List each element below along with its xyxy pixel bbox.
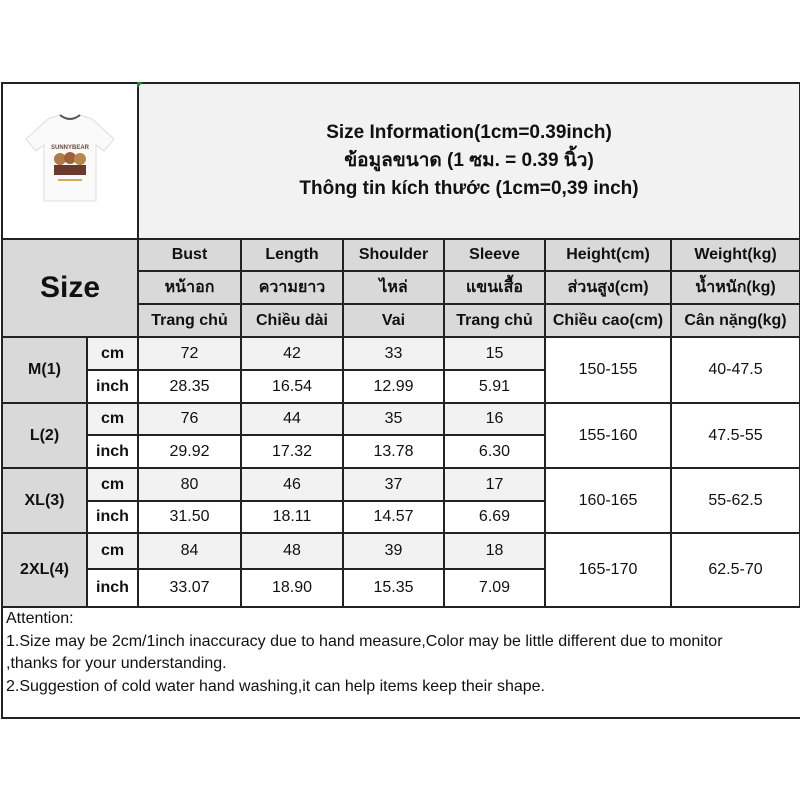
measurement-value: 84 (137, 532, 242, 570)
column-header-en: Height(cm) (544, 238, 672, 272)
weight-range: 47.5-55 (670, 402, 800, 469)
unit-label: inch (86, 568, 139, 608)
measurement-value: 48 (240, 532, 344, 570)
measurement-value: 7.09 (443, 568, 546, 608)
measurement-value: 44 (240, 402, 344, 436)
shirt-print-text: SUNNYBEAR (51, 145, 90, 151)
measurement-value: 33 (342, 336, 445, 371)
measurement-value: 16 (443, 402, 546, 436)
attention-notes: Attention: 1.Size may be 2cm/1inch inacc… (1, 606, 800, 719)
measurement-value: 42 (240, 336, 344, 371)
measurement-value: 15 (443, 336, 546, 371)
unit-label: inch (86, 434, 139, 469)
weight-range: 55-62.5 (670, 467, 800, 534)
height-range: 150-155 (544, 336, 672, 404)
table-row: inch 29.92 17.32 13.78 6.30 (2, 434, 800, 469)
column-header-vi: Vai (342, 303, 445, 338)
table-row: XL(3) cm 80 46 37 17 160-165 55-62.5 (1, 467, 800, 534)
size-name: L(2) (1, 402, 88, 469)
size-name: XL(3) (1, 467, 88, 534)
cell-comment-marker (137, 82, 143, 88)
measurement-value: 31.50 (137, 500, 242, 534)
measurement-value: 35 (342, 402, 445, 436)
measurement-value: 39 (342, 532, 445, 570)
attention-line-1: 1.Size may be 2cm/1inch inaccuracy due t… (6, 632, 723, 650)
column-header-en: Length (240, 238, 344, 272)
measurement-value: 14.57 (342, 500, 445, 534)
unit-label: cm (86, 467, 139, 502)
measurement-value: 17 (443, 467, 546, 502)
height-range: 155-160 (544, 402, 672, 469)
table-row: inch 28.35 16.54 12.99 5.91 (2, 369, 800, 404)
measurement-value: 80 (137, 467, 242, 502)
column-header-th: หน้าอก (137, 270, 242, 305)
unit-label: cm (86, 402, 139, 436)
column-header-en: Shoulder (342, 238, 445, 272)
measurement-value: 5.91 (443, 369, 546, 404)
measurement-value: 13.78 (342, 434, 445, 469)
measurement-value: 18.11 (240, 500, 344, 534)
column-header-th: ไหล่ (342, 270, 445, 305)
measurement-value: 46 (240, 467, 344, 502)
height-range: 160-165 (544, 467, 672, 534)
size-chart-table: SUNNYBEAR Size Information(1cm=0.39inch)… (1, 82, 800, 608)
attention-line-2: ,thanks for your understanding. (6, 655, 227, 672)
tshirt-image-icon: SUNNYBEAR (25, 113, 115, 201)
measurement-value: 12.99 (342, 369, 445, 404)
column-header-th: แขนเสื้อ (443, 270, 546, 305)
measurement-value: 18.90 (240, 568, 344, 608)
height-range: 165-170 (544, 532, 672, 608)
measurement-value: 6.30 (443, 434, 546, 469)
size-name: M(1) (1, 336, 88, 404)
size-information-title: Size Information(1cm=0.39inch) ข้อมูลขนา… (137, 82, 800, 240)
column-header-th: น้ำหนัก(kg) (670, 270, 800, 305)
measurement-value: 15.35 (342, 568, 445, 608)
unit-label: cm (86, 532, 139, 570)
measurement-value: 16.54 (240, 369, 344, 404)
measurement-value: 33.07 (137, 568, 242, 608)
weight-range: 40-47.5 (670, 336, 800, 404)
measurement-value: 28.35 (137, 369, 242, 404)
title-vietnamese: Thông tin kích thước (1cm=0,39 inch) (299, 178, 639, 199)
column-header-vi: Chiều dài (240, 303, 344, 338)
title-english: Size Information(1cm=0.39inch) (326, 122, 612, 143)
size-name: 2XL(4) (1, 532, 88, 608)
column-header-en: Bust (137, 238, 242, 272)
table-row: inch 31.50 18.11 14.57 6.69 (2, 500, 800, 534)
table-row: M(1) cm 72 42 33 15 150-155 40-47.5 (1, 336, 800, 404)
product-image: SUNNYBEAR (1, 82, 139, 240)
size-header: Size (1, 238, 139, 338)
unit-label: inch (86, 500, 139, 534)
column-header-vi: Trang chủ (443, 303, 546, 338)
measurement-value: 29.92 (137, 434, 242, 469)
measurement-value: 6.69 (443, 500, 546, 534)
column-header-th: ส่วนสูง(cm) (544, 270, 672, 305)
column-header-vi: Cân nặng(kg) (670, 303, 800, 338)
table-row: inch 33.07 18.90 15.35 7.09 (2, 568, 800, 608)
measurement-value: 17.32 (240, 434, 344, 469)
column-header-en: Sleeve (443, 238, 546, 272)
column-header-vi: Trang chủ (137, 303, 242, 338)
unit-label: cm (86, 336, 139, 371)
weight-range: 62.5-70 (670, 532, 800, 608)
measurement-value: 76 (137, 402, 242, 436)
measurement-value: 37 (342, 467, 445, 502)
unit-label: inch (86, 369, 139, 404)
table-row: 2XL(4) cm 84 48 39 18 165-170 62.5-70 (1, 532, 800, 608)
attention-heading: Attention: (6, 610, 74, 627)
column-header-vi: Chiều cao(cm) (544, 303, 672, 338)
title-thai: ข้อมูลขนาด (1 ซม. = 0.39 นิ้ว) (344, 150, 594, 171)
measurement-value: 72 (137, 336, 242, 371)
column-header-en: Weight(kg) (670, 238, 800, 272)
attention-line-3: 2.Suggestion of cold water hand washing,… (6, 677, 545, 695)
measurement-value: 18 (443, 532, 546, 570)
column-header-th: ความยาว (240, 270, 344, 305)
table-row: L(2) cm 76 44 35 16 155-160 47.5-55 (1, 402, 800, 469)
